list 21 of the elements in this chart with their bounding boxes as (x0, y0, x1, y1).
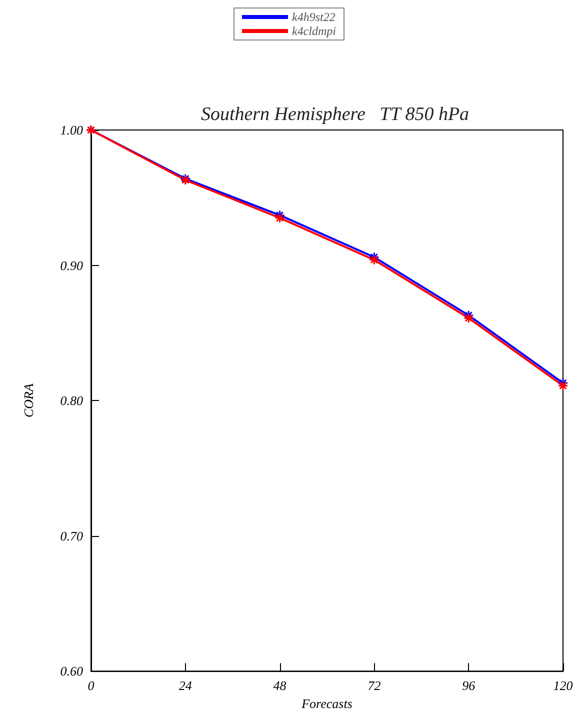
y-tick-label: 1.00 (60, 122, 84, 138)
x-tick-label: 96 (462, 678, 476, 694)
y-tick-label: 0.80 (60, 393, 84, 408)
point (558, 380, 568, 391)
y-tick-label: 0.90 (60, 258, 84, 273)
point (368, 254, 380, 266)
x-tick-label: 120 (553, 678, 574, 694)
x-tick-label: 0 (88, 678, 95, 694)
point (274, 212, 286, 224)
x-tick-label: 24 (178, 678, 192, 694)
x-tick-label: 48 (273, 678, 287, 694)
y-tick-label: 0.60 (60, 664, 84, 679)
y-axis-title: CORA (21, 384, 36, 418)
legend-label: k4cldmpi (292, 24, 336, 38)
x-tick-label: 72 (368, 678, 382, 694)
point (463, 312, 474, 324)
point (274, 210, 286, 220)
legend-label: k4h9st22 (292, 10, 336, 24)
chart-title: Southern Hemisphere TT 850 hPa (200, 104, 470, 125)
x-axis-title: Forecasts (300, 696, 352, 711)
y-tick-label: 0.70 (60, 528, 84, 544)
